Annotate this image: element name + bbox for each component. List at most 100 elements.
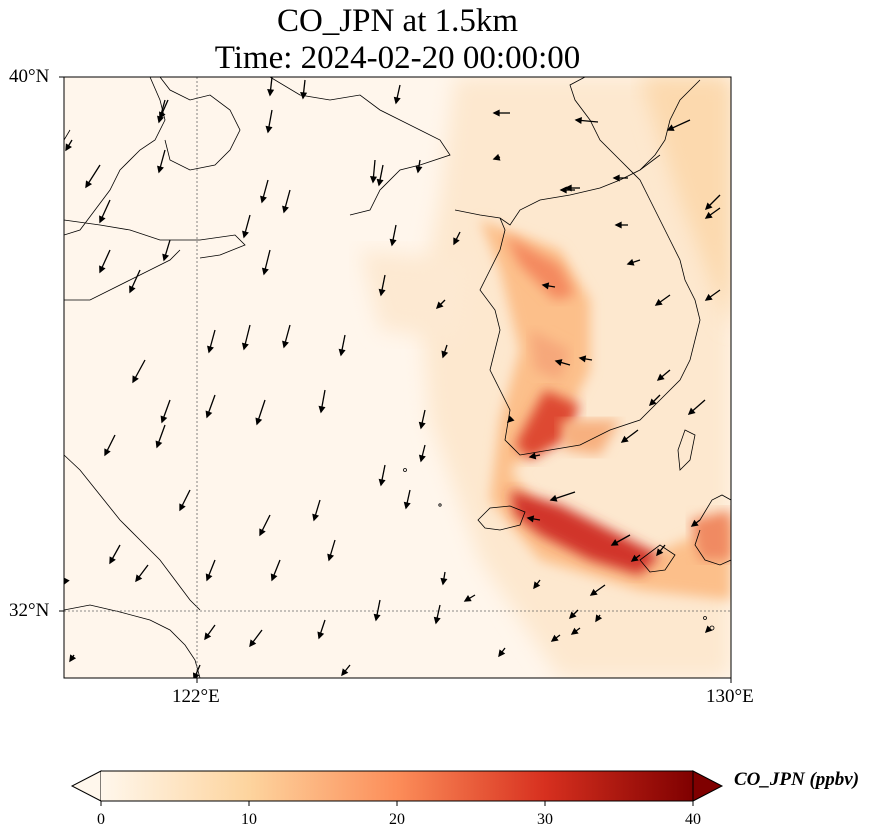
wind-arrow-head [554, 359, 563, 366]
wind-arrow-head [440, 577, 448, 586]
wind-arrow-head [589, 588, 598, 596]
wind-vectors [64, 77, 721, 678]
wind-arrow-head [492, 153, 501, 161]
wind-arrow-head [312, 513, 320, 522]
wind-arrow-head [498, 649, 506, 658]
wind-arrow-head [690, 519, 699, 527]
wind-arrow-head [261, 267, 269, 276]
wind-arrow-head [192, 672, 200, 678]
wind-arrow-head [204, 632, 212, 641]
wind-arrow-head [162, 253, 170, 262]
wind-arrow-head [104, 448, 111, 457]
colorbar-extend-high [692, 770, 724, 802]
wind-arrow-head [654, 298, 663, 306]
wind-arrow-head [317, 631, 325, 640]
wind-arrow-head [267, 88, 275, 97]
wind-arrow-head [704, 211, 713, 219]
wind-arrow-head [549, 494, 558, 502]
wind-arrow-head [704, 202, 713, 211]
colorbar-extend-low [70, 770, 102, 802]
wind-arrow-head [568, 611, 577, 620]
wind-arrow-head [241, 342, 249, 351]
wind-arrow-head [630, 554, 639, 562]
wind-arrow-head [179, 503, 186, 512]
wind-arrow-head [260, 195, 267, 204]
wind-arrow-head [157, 165, 164, 174]
colorbar-gradient [101, 771, 693, 801]
wind-arrow-head [610, 539, 619, 546]
lon-tick-130e: 130°E [706, 686, 754, 707]
wind-arrow-head [595, 614, 603, 623]
wind-arrow-head [666, 124, 675, 131]
wind-arrow-head [205, 573, 213, 582]
wind-arrow-head [704, 625, 713, 634]
colorbar-tick-30: 30 [537, 811, 553, 828]
wind-arrow-head [65, 143, 72, 152]
wind-arrow-head [282, 340, 289, 349]
wind-arrow-head [99, 215, 106, 224]
wind-arrow-head [574, 116, 582, 125]
wind-arrow-head [578, 355, 587, 363]
wind-arrow-head [704, 293, 713, 301]
wind-arrow-head [85, 180, 93, 189]
wind-arrow-head [528, 452, 537, 460]
wind-arrow-head [155, 440, 163, 449]
colorbar-tick-10: 10 [241, 811, 257, 828]
map-frame [63, 76, 732, 679]
wind-arrow-head [526, 515, 535, 523]
wind-arrow-head [620, 435, 629, 443]
gridlines [64, 77, 731, 678]
wind-arrow-head [157, 115, 164, 124]
wind-arrow-head [255, 417, 263, 426]
wind-arrow-head [64, 577, 70, 585]
wind-arrow-head [132, 375, 139, 384]
wind-arrow-head [249, 639, 257, 648]
wind-arrow-head [492, 109, 500, 117]
wind-arrow-head [69, 654, 77, 663]
wind-arrow-head [318, 405, 326, 414]
map-title: CO_JPN at 1.5km [276, 3, 519, 39]
wind-arrow-head [378, 288, 386, 297]
wind-arrow-head [378, 478, 386, 487]
wind-arrow-head [614, 221, 622, 229]
concentration-field [64, 77, 731, 678]
wind-arrow-head [99, 265, 106, 274]
colorbar-tick-40: 40 [685, 811, 701, 828]
lon-tick-122e: 122°E [172, 686, 220, 707]
wind-arrow-head [441, 350, 449, 359]
colorbar [70, 770, 724, 806]
wind-arrow-head [242, 230, 249, 239]
wind-arrow-head [656, 373, 665, 381]
wind-arrow-head [135, 574, 143, 583]
wind-arrow-head [541, 282, 550, 290]
wind-arrow-head [463, 595, 472, 602]
wind-arrow-head [626, 258, 635, 266]
wind-arrow-head [433, 616, 441, 625]
lat-tick-40n: 40°N [9, 66, 50, 87]
lat-tick-32n: 32°N [9, 600, 50, 621]
wind-arrow-head [570, 627, 579, 635]
wind-arrow-head [369, 176, 378, 184]
wind-arrow-head [453, 237, 460, 246]
colorbar-tick-0: 0 [97, 811, 105, 828]
wind-arrow-head [687, 407, 696, 415]
wind-arrow-head [403, 501, 411, 510]
colorbar-label: CO_JPN (ppbv) [734, 769, 860, 790]
wind-arrow-head [327, 553, 335, 562]
wind-arrow-head [393, 96, 401, 105]
wind-arrow-head [656, 548, 664, 557]
wind-arrow-head [160, 415, 168, 424]
wind-arrow-head [418, 421, 426, 430]
wind-arrow-head [282, 205, 289, 214]
wind-arrow-head [533, 581, 541, 590]
wind-arrow-head [270, 573, 278, 582]
wind-arrow-head [207, 345, 214, 354]
wind-arrow-head [389, 238, 397, 247]
wind-arrow-head [435, 301, 444, 310]
wind-arrow-head [415, 165, 423, 174]
map-time: Time: 2024-02-20 00:00:00 [214, 40, 581, 76]
wind-arrow-head [506, 415, 515, 424]
wind-arrow-head [648, 398, 657, 407]
wind-arrow-head [265, 125, 273, 134]
